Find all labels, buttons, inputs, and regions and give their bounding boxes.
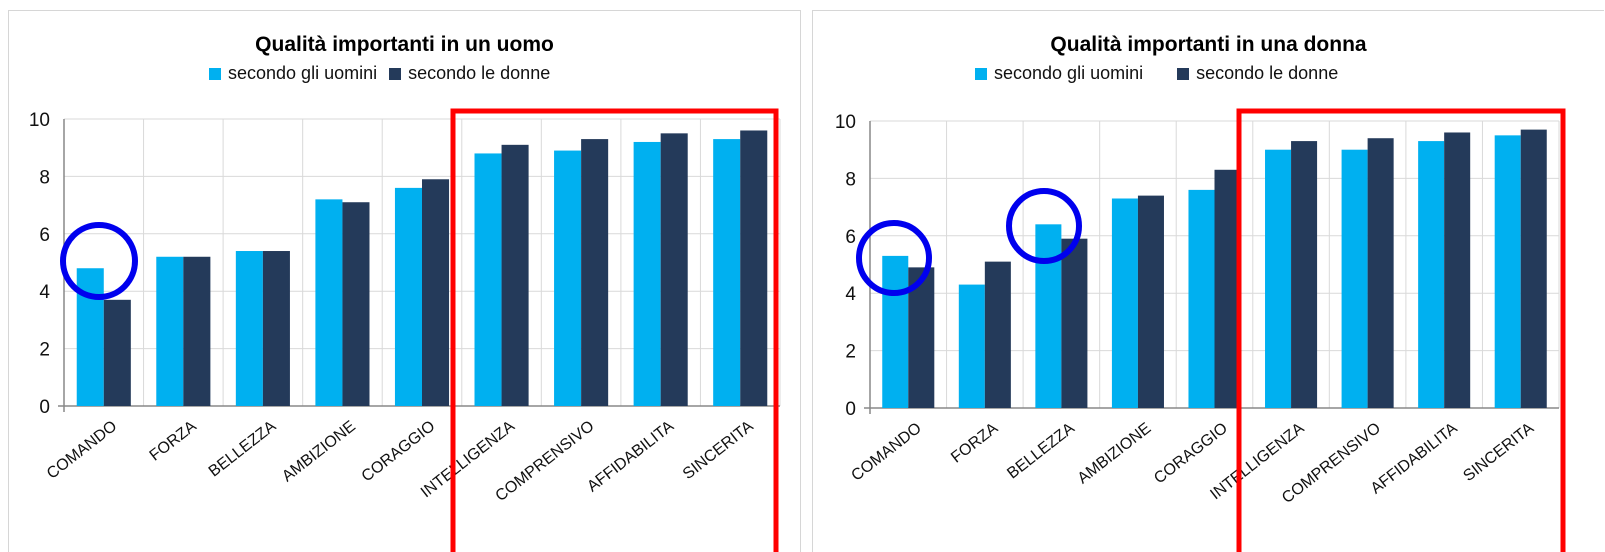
y-tick-label: 10	[835, 112, 856, 133]
bar-men-sincerita	[713, 139, 741, 406]
y-tick-label: 6	[845, 227, 856, 248]
legend-item-women: secondo le donne	[1177, 63, 1338, 84]
bar-women-forza	[183, 256, 211, 406]
highlight-circle	[60, 222, 138, 300]
legend-swatch-men	[209, 67, 221, 80]
chart-legend: secondo gli uomini secondo le donne	[975, 63, 1350, 84]
x-tick-label: SINCERITA	[680, 418, 757, 483]
legend-item-women: secondo le donne	[389, 63, 550, 84]
chart-panel-men: Qualità importanti in un uomo secondo gl…	[8, 10, 801, 552]
bar-men-comando	[882, 255, 909, 408]
legend-label-women: secondo le donne	[1196, 63, 1339, 83]
legend-label-men: secondo gli uomini	[228, 63, 378, 83]
bar-women-ambizione	[342, 202, 370, 406]
bar-men-affidabilita	[633, 141, 661, 406]
bar-men-intelligenza	[474, 153, 502, 406]
x-tick-label: COMANDO	[44, 418, 120, 483]
highlight-box	[1236, 108, 1566, 552]
y-tick-label: 0	[845, 399, 856, 420]
chart-title: Qualità importanti in un uomo	[255, 33, 554, 56]
y-tick-label: 0	[39, 397, 50, 418]
legend-label-women: secondo le donne	[408, 63, 551, 83]
chart-panel-women: Qualità importanti in una donna secondo …	[812, 10, 1604, 552]
x-tick-label: FORZA	[147, 418, 200, 465]
chart-legend: secondo gli uomini secondo le donne	[209, 63, 562, 84]
legend-item-men: secondo gli uomini	[975, 63, 1143, 84]
bar-men-intelligenza	[1265, 149, 1292, 408]
bar-chart-men: 0 2 4 6 8 10 COMANDO FORZA BELLEZZA AMBIZIONE CORA…	[29, 108, 781, 552]
bar-women-coraggio	[422, 179, 450, 406]
x-tick-label: COMANDO	[848, 420, 924, 485]
bar-men-sincerita	[1494, 135, 1521, 408]
chart-title: Qualità importanti in una donna	[1050, 33, 1367, 56]
y-tick-label: 4	[39, 282, 50, 303]
x-tick-label: AMBIZIONE	[1075, 420, 1155, 488]
y-tick-label: 2	[845, 342, 856, 363]
y-tick-label: 10	[29, 110, 50, 131]
bar-women-sincerita	[740, 130, 768, 406]
legend-label-men: secondo gli uomini	[994, 63, 1144, 83]
bar-women-affidabilita	[660, 133, 688, 406]
highlight-circle	[856, 220, 932, 296]
x-tick-label: CORAGGIO	[359, 418, 439, 486]
bar-men-comprensivo	[1341, 149, 1368, 408]
x-tick-label: SINCERITA	[1460, 420, 1537, 485]
bar-women-bellezza	[262, 251, 290, 406]
bar-men-forza	[156, 256, 184, 406]
y-tick-label: 4	[845, 284, 856, 305]
bar-men-bellezza	[235, 251, 263, 406]
legend-item-men: secondo gli uomini	[209, 63, 377, 84]
bar-women-comprensivo	[1367, 138, 1394, 408]
bar-women-sincerita	[1520, 129, 1547, 409]
y-tick-label: 8	[845, 169, 856, 190]
bar-women-comando	[103, 299, 131, 406]
y-tick-label: 8	[39, 167, 50, 188]
bar-women-intelligenza	[501, 144, 529, 406]
bar-men-coraggio	[394, 187, 422, 406]
x-tick-label: BELLEZZA	[1004, 420, 1078, 483]
x-tick-label: FORZA	[948, 420, 1001, 467]
bar-men-ambizione	[1111, 198, 1138, 408]
highlight-box	[450, 108, 779, 552]
bar-chart-women: 0 2 4 6 8 10 COMANDO FORZA BELLEZZAAMBIZIONECORA…	[835, 108, 1566, 552]
bar-women-intelligenza	[1291, 141, 1318, 408]
bar-women-ambizione	[1137, 195, 1164, 408]
bar-women-affidabilita	[1444, 132, 1471, 408]
bar-men-bellezza	[1035, 224, 1062, 408]
bar-men-ambizione	[315, 199, 343, 406]
y-tick-label: 6	[39, 225, 50, 246]
x-tick-label: AFFIDABILITA	[584, 418, 677, 496]
x-tick-label: CORAGGIO	[1151, 420, 1231, 488]
x-tick-label: BELLEZZA	[206, 418, 280, 481]
legend-swatch-women	[389, 67, 402, 80]
bar-women-comprensivo	[581, 139, 609, 406]
bar-women-bellezza	[1061, 238, 1088, 408]
bar-men-comprensivo	[554, 150, 582, 406]
x-tick-label: AMBIZIONE	[279, 418, 359, 486]
bar-women-forza	[984, 261, 1011, 408]
bar-men-forza	[958, 284, 985, 408]
bar-men-affidabilita	[1418, 141, 1445, 408]
y-tick-label: 2	[39, 340, 50, 361]
legend-swatch-women	[1177, 67, 1190, 80]
legend-swatch-men	[975, 67, 987, 80]
highlight-circle	[1006, 188, 1082, 264]
bar-men-coraggio	[1188, 189, 1215, 408]
bar-women-coraggio	[1214, 169, 1241, 408]
